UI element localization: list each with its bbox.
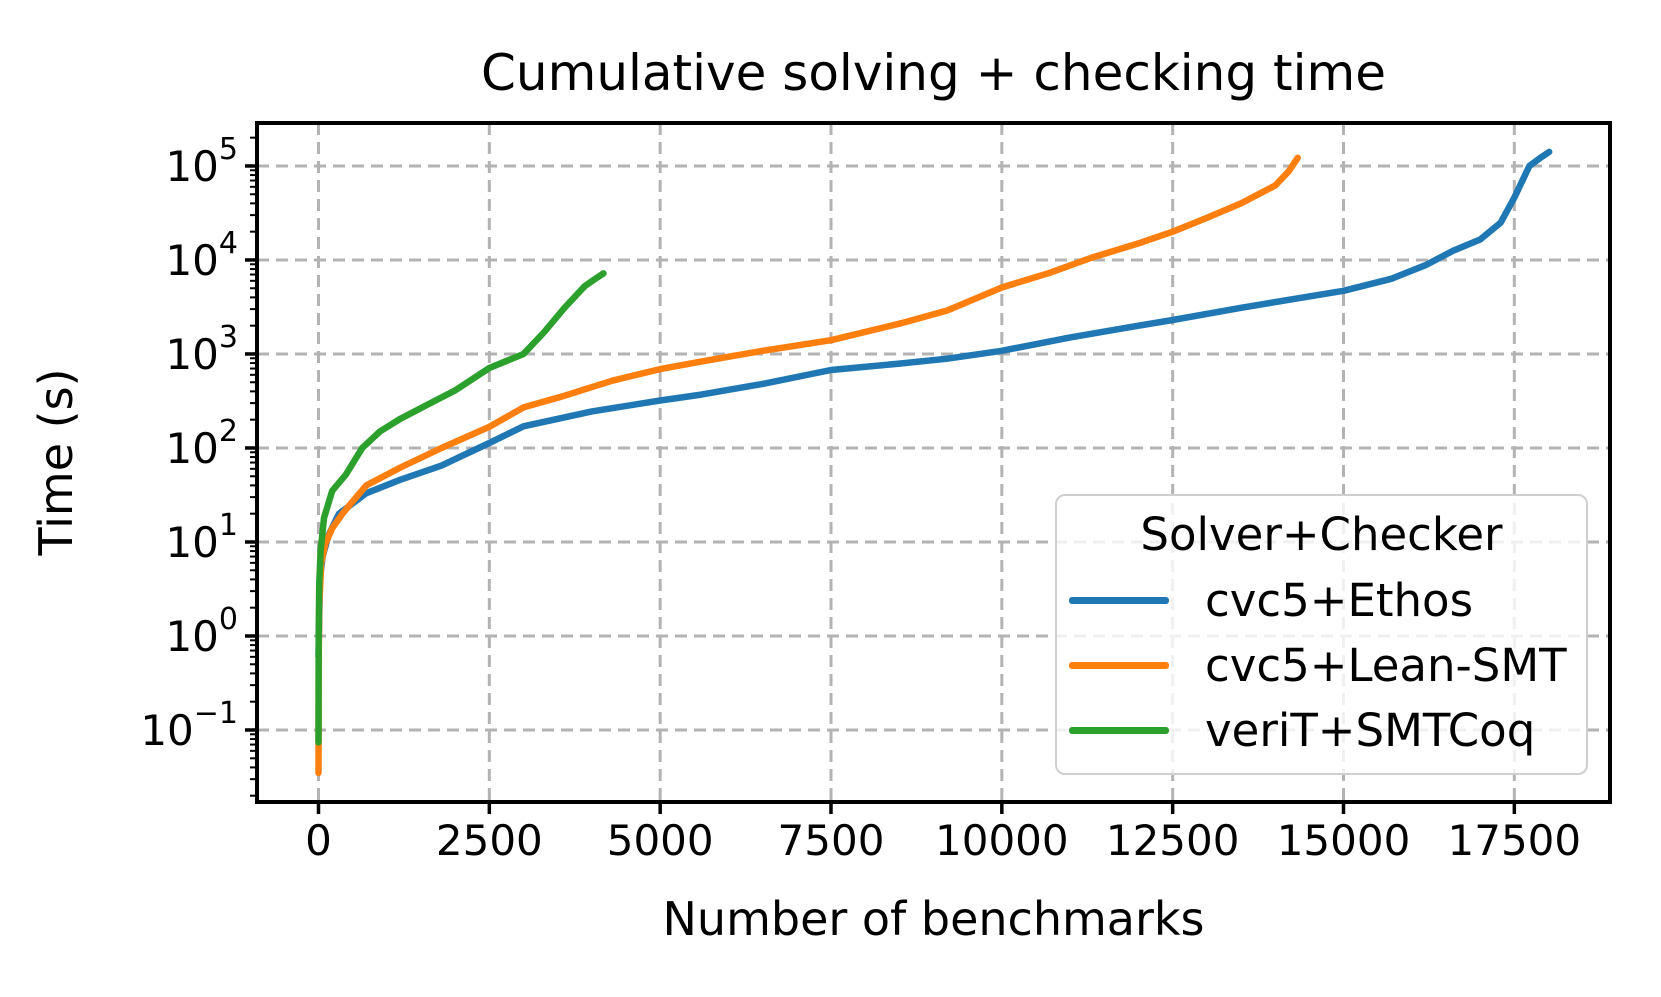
series-cvc5+Lean-SMT [315, 154, 1301, 777]
series-veriT+SMTCoq [315, 270, 607, 746]
svg-text:103: 103 [165, 320, 238, 379]
svg-text:15000: 15000 [1277, 816, 1411, 865]
chart-title: Cumulative solving + checking time [481, 44, 1386, 102]
svg-text:104: 104 [165, 226, 238, 285]
legend-entries: cvc5+Ethos cvc5+Lean-SMT veriT+SMTCoq [1057, 568, 1586, 773]
svg-text:5000: 5000 [607, 816, 714, 865]
legend-row-veriT+SMTCoq: veriT+SMTCoq [1057, 704, 1586, 757]
legend-swatch [1069, 662, 1169, 669]
legend-title: Solver+Checker [1140, 508, 1503, 561]
axis-ticks [245, 136, 1517, 814]
series-cvc5+Ethos [315, 148, 1553, 661]
legend-label: cvc5+Ethos [1205, 574, 1474, 627]
svg-text:7500: 7500 [778, 816, 885, 865]
legend-label: cvc5+Lean-SMT [1205, 639, 1567, 692]
legend-label: veriT+SMTCoq [1205, 704, 1536, 757]
legend-swatch [1069, 727, 1169, 734]
x-tick-labels: 0 2500 5000 7500 10000 12500 15000 17500 [305, 816, 1581, 865]
series-lines [315, 148, 1553, 777]
svg-text:105: 105 [165, 132, 238, 191]
legend-row-cvc5+Lean-SMT: cvc5+Lean-SMT [1057, 639, 1586, 692]
svg-text:12500: 12500 [1106, 816, 1240, 865]
svg-text:10−1: 10−1 [140, 696, 238, 755]
svg-text:0: 0 [305, 816, 332, 865]
y-axis-label: Time (s) [29, 368, 83, 556]
svg-text:17500: 17500 [1448, 816, 1582, 865]
y-tick-labels: 105 104 103 102 101 100 10−1 [140, 132, 238, 755]
svg-text:100: 100 [165, 602, 238, 661]
x-axis-label: Number of benchmarks [662, 892, 1205, 946]
svg-text:2500: 2500 [436, 816, 543, 865]
svg-text:10000: 10000 [935, 816, 1069, 865]
legend: Solver+Checker cvc5+Ethos cvc5+Lean-SMT ve… [1055, 494, 1588, 775]
svg-text:102: 102 [165, 414, 238, 473]
legend-row-cvc5+Ethos: cvc5+Ethos [1057, 574, 1586, 627]
svg-text:101: 101 [165, 508, 238, 567]
legend-swatch [1069, 597, 1169, 604]
